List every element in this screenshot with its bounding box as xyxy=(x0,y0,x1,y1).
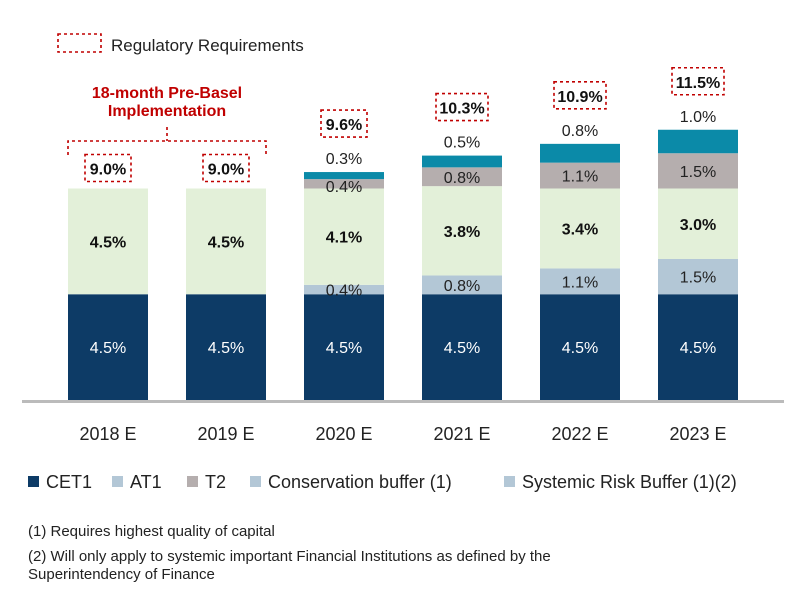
bar-segment xyxy=(68,294,148,400)
bar-segment xyxy=(422,275,502,295)
category-label: 2018 E xyxy=(79,424,136,444)
data-label: 1.5% xyxy=(680,270,716,287)
legend-label: Conservation buffer (1) xyxy=(268,472,452,492)
footnote-1: (1) Requires highest quality of capital xyxy=(28,523,275,540)
bar-segment xyxy=(422,167,502,187)
data-label: 4.1% xyxy=(326,230,362,247)
annotation-text: Implementation xyxy=(108,103,226,120)
data-label: 4.5% xyxy=(90,340,126,357)
category-label: 2023 E xyxy=(669,424,726,444)
annotation-text: 18-month Pre-Basel xyxy=(92,85,242,102)
bar-segment xyxy=(658,153,738,189)
bar-segment xyxy=(422,186,502,276)
data-label: 4.5% xyxy=(444,340,480,357)
regulatory-key-box xyxy=(57,33,102,53)
data-label: 3.8% xyxy=(444,224,480,241)
requirement-box xyxy=(553,81,607,110)
legend-label: AT1 xyxy=(130,472,162,492)
x-axis-line xyxy=(22,400,784,403)
total-label: 9.6% xyxy=(326,117,362,134)
legend-label: T2 xyxy=(205,472,226,492)
legend-swatch xyxy=(112,476,123,487)
legend-swatch xyxy=(250,476,261,487)
bar-segment xyxy=(540,143,620,163)
data-label: 1.0% xyxy=(680,109,716,126)
bar-segment xyxy=(304,172,384,180)
capital-requirements-chart: 4.5% 4.5% 4.5% 4.5% 4.5% 0.4% 4.1% 0.4% 0.3% 4.5%… xyxy=(22,33,784,492)
total-label: 9.0% xyxy=(208,162,244,179)
legend-swatch xyxy=(504,476,515,487)
legend-label: Systemic Risk Buffer (1)(2) xyxy=(522,472,737,492)
data-label: 4.5% xyxy=(326,340,362,357)
data-label: 0.3% xyxy=(326,151,362,168)
data-label: 0.5% xyxy=(444,135,480,152)
legend-swatch xyxy=(28,476,39,487)
legend-swatch xyxy=(187,476,198,487)
total-label: 9.0% xyxy=(90,162,126,179)
data-label: 1.1% xyxy=(562,274,598,291)
requirement-box xyxy=(435,92,489,122)
data-label: 4.5% xyxy=(208,234,244,251)
legend-label: CET1 xyxy=(46,472,92,492)
data-label: 1.1% xyxy=(562,169,598,186)
category-label: 2020 E xyxy=(315,424,372,444)
bar-segment xyxy=(186,294,266,400)
bar-segment xyxy=(68,188,148,295)
bar-segment xyxy=(658,259,738,295)
data-label: 0.4% xyxy=(326,283,362,300)
data-label: 4.5% xyxy=(680,340,716,357)
bar-segment xyxy=(540,268,620,295)
footnote-2-cont: Superintendency of Finance xyxy=(28,566,215,583)
data-label: 4.5% xyxy=(208,340,244,357)
total-label: 10.9% xyxy=(557,89,602,106)
bar-segment xyxy=(304,294,384,400)
bar-segment xyxy=(304,284,384,295)
footnote-2: (2) Will only apply to systemic importan… xyxy=(28,548,551,565)
bar-segment xyxy=(540,162,620,189)
bar-segment xyxy=(422,294,502,400)
requirement-box xyxy=(202,153,250,183)
requirement-box xyxy=(320,109,368,138)
data-label: 3.0% xyxy=(680,217,716,234)
data-label: 4.5% xyxy=(90,234,126,251)
bar-segment xyxy=(658,294,738,400)
regulatory-key-label: Regulatory Requirements xyxy=(111,36,304,55)
data-label: 0.8% xyxy=(444,278,480,295)
category-label: 2021 E xyxy=(433,424,490,444)
requirement-box xyxy=(671,66,725,96)
annotation-bracket xyxy=(67,140,267,155)
bar-segment xyxy=(304,188,384,285)
data-label: 1.5% xyxy=(680,164,716,181)
total-label: 11.5% xyxy=(676,75,720,92)
category-label: 2019 E xyxy=(197,424,254,444)
bar-segment xyxy=(422,155,502,168)
bar-segment xyxy=(658,129,738,154)
bar-segment xyxy=(186,188,266,295)
data-label: 0.8% xyxy=(444,170,480,187)
bar-segment xyxy=(304,179,384,189)
total-label: 10.3% xyxy=(439,101,484,118)
bar-segment xyxy=(540,294,620,400)
bar-segment xyxy=(658,188,738,259)
data-label: 0.4% xyxy=(326,179,362,196)
bar-segment xyxy=(540,188,620,269)
data-label: 0.8% xyxy=(562,123,598,140)
data-label: 4.5% xyxy=(562,340,598,357)
category-label: 2022 E xyxy=(551,424,608,444)
requirement-box xyxy=(84,153,132,183)
data-label: 3.4% xyxy=(562,221,598,238)
